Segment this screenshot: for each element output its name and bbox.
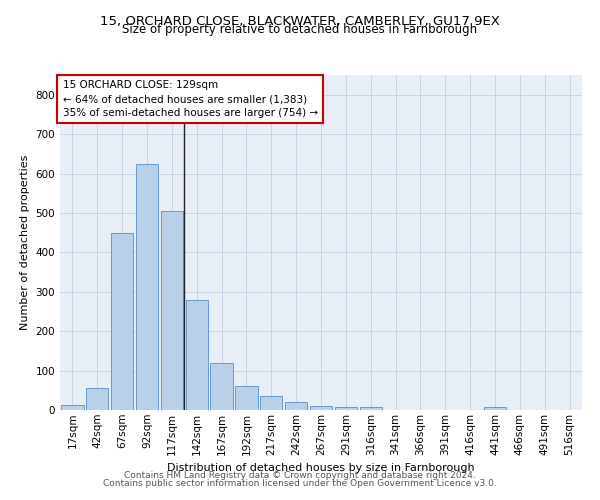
Bar	[211, 364, 233, 410]
Bar	[185, 300, 208, 410]
Text: 15 ORCHARD CLOSE: 129sqm
← 64% of detached houses are smaller (1,383)
35% of sem: 15 ORCHARD CLOSE: 129sqm ← 64% of detach…	[62, 80, 318, 118]
Text: Contains public sector information licensed under the Open Government Licence v3: Contains public sector information licen…	[103, 478, 497, 488]
Bar	[260, 396, 283, 410]
Y-axis label: Number of detached properties: Number of detached properties	[20, 155, 30, 330]
Bar	[61, 406, 83, 410]
X-axis label: Distribution of detached houses by size in Farnborough: Distribution of detached houses by size …	[167, 463, 475, 473]
Bar	[136, 164, 158, 410]
Text: 15, ORCHARD CLOSE, BLACKWATER, CAMBERLEY, GU17 9EX: 15, ORCHARD CLOSE, BLACKWATER, CAMBERLEY…	[100, 15, 500, 28]
Bar	[285, 402, 307, 410]
Bar	[310, 406, 332, 410]
Bar	[359, 407, 382, 410]
Text: Size of property relative to detached houses in Farnborough: Size of property relative to detached ho…	[122, 22, 478, 36]
Bar	[484, 407, 506, 410]
Bar	[161, 211, 183, 410]
Bar	[111, 232, 133, 410]
Bar	[235, 386, 257, 410]
Text: Contains HM Land Registry data © Crown copyright and database right 2024.: Contains HM Land Registry data © Crown c…	[124, 471, 476, 480]
Bar	[86, 388, 109, 410]
Bar	[335, 407, 357, 410]
